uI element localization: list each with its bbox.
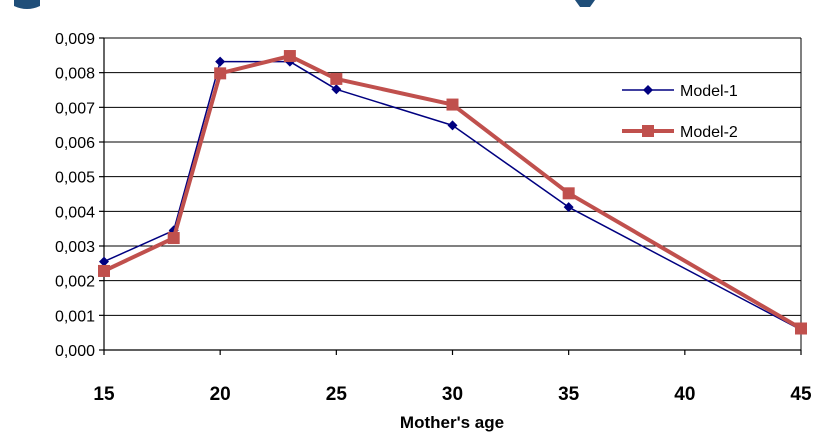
y-tick-label-4: 0,004	[55, 204, 95, 221]
x-tick-label-6: 45	[790, 384, 812, 405]
gridlines	[104, 37, 801, 316]
legend-model-1-label: Model-1	[680, 83, 738, 100]
point-model-2-3	[283, 50, 296, 63]
y-tick-label-5: 0,005	[55, 170, 95, 187]
point-model-1-0	[99, 256, 109, 267]
y-tick-label-3: 0,003	[55, 239, 95, 256]
x-tick-label-3: 30	[442, 384, 463, 405]
series-line-model-2	[103, 54, 803, 331]
y-tick-label-0: 0,000	[55, 343, 95, 360]
series-layer	[98, 50, 807, 335]
y-tick-label-7: 0,007	[55, 100, 95, 117]
y-tick-label-1: 0,001	[55, 308, 95, 325]
y-tick-label-8: 0,008	[55, 66, 95, 83]
series-line-model-1	[103, 60, 802, 331]
legend: Model-1 Model-2	[622, 83, 738, 141]
point-model-2-2	[214, 67, 227, 80]
series-model-2	[98, 50, 807, 335]
y-tick-label-2: 0,002	[55, 274, 95, 291]
point-model-2-5	[446, 98, 459, 111]
y-axis-ticks: 0,000 0,001 0,002 0,003 0,004 0,005 0,006 0,007…	[55, 31, 104, 360]
heading-fragment	[14, 0, 595, 9]
legend-model-1-diamond-marker	[643, 85, 653, 95]
x-axis-title: Mother's age	[400, 413, 504, 432]
legend-model-2-label: Model-2	[680, 124, 738, 141]
x-tick-label-4: 35	[558, 384, 580, 405]
point-model-2-4	[330, 72, 343, 85]
point-model-2-6	[562, 187, 575, 200]
point-model-2-0	[98, 264, 110, 277]
y-tick-label-9: 0,009	[55, 31, 95, 48]
point-model-2-7	[795, 322, 807, 335]
point-model-1-2	[215, 56, 226, 67]
x-tick-label-5: 40	[674, 384, 695, 405]
point-model-1-6	[563, 202, 574, 213]
point-model-2-1	[167, 232, 180, 245]
series-model-1	[99, 56, 806, 335]
point-model-1-4	[331, 84, 342, 95]
x-tick-label-1: 20	[210, 384, 231, 405]
legend-model-2-square-marker	[642, 125, 654, 137]
x-axis-ticks: 15 20 25 30 35 40 45	[93, 350, 812, 405]
x-tick-label-2: 25	[326, 384, 348, 405]
x-tick-label-0: 15	[93, 384, 115, 405]
point-model-1-5	[447, 120, 458, 131]
y-tick-label-6: 0,006	[55, 135, 95, 152]
